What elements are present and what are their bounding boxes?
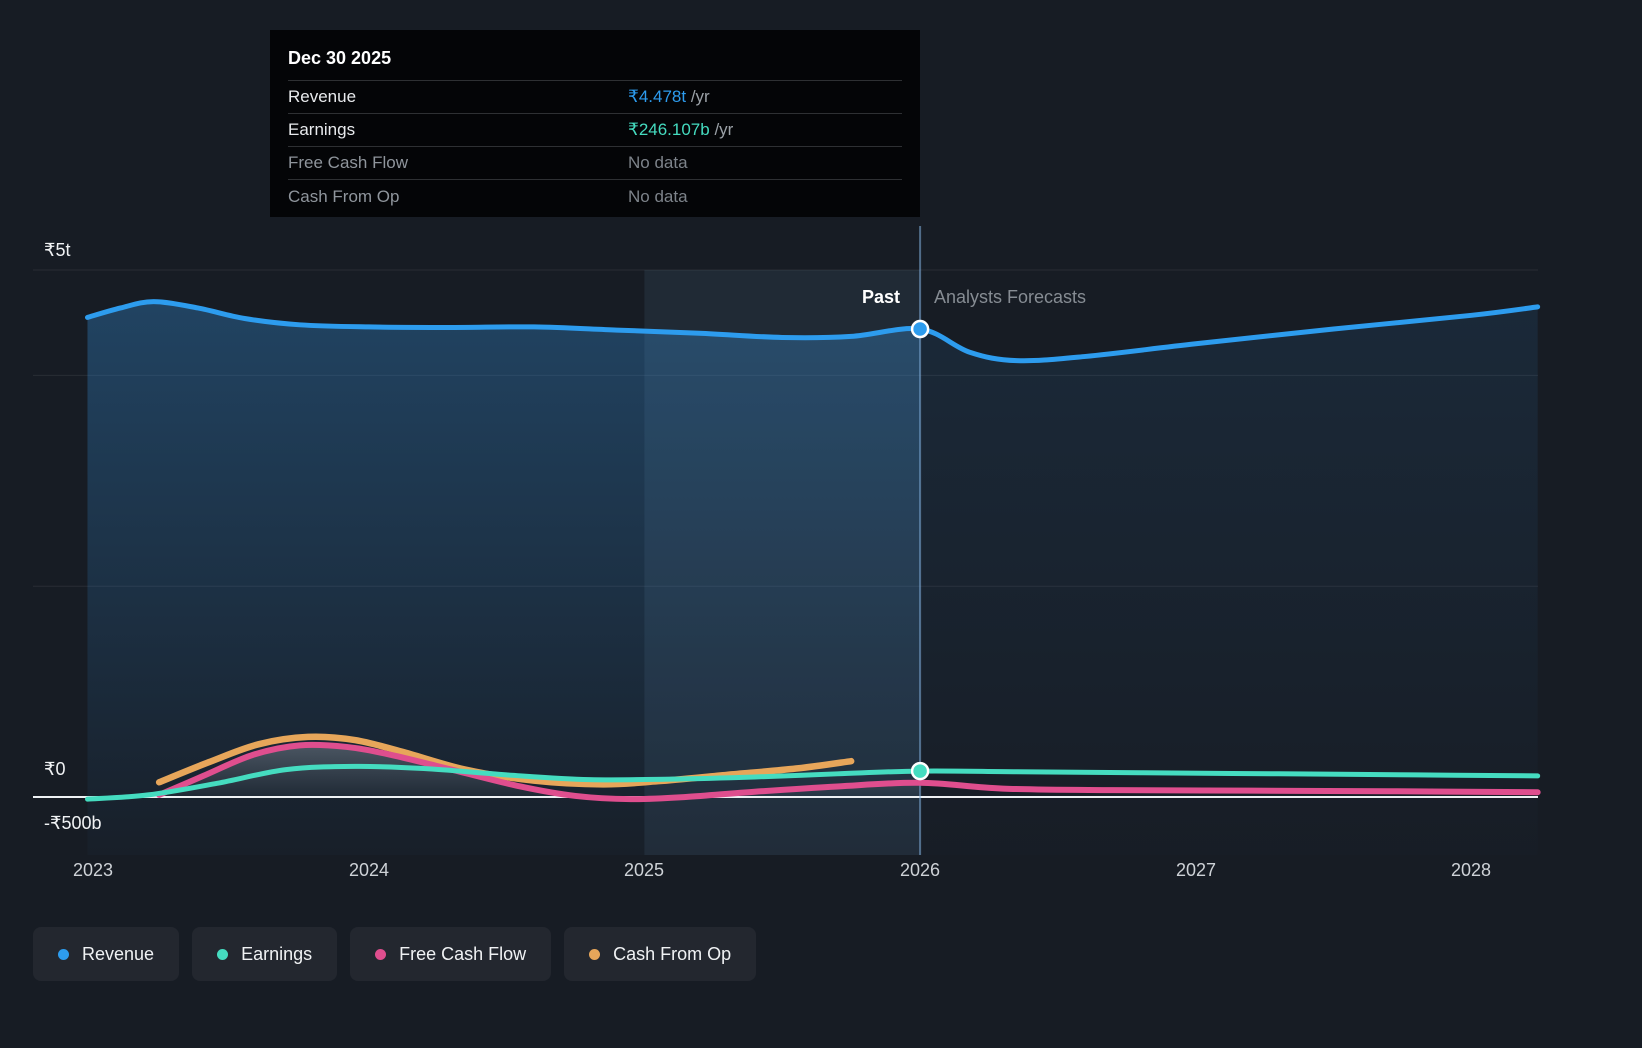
legend-earnings-button[interactable]: Earnings bbox=[192, 927, 338, 981]
legend-revenue-button[interactable]: Revenue bbox=[33, 927, 180, 981]
tooltip-row-revenue: Revenue ₹4.478t /yr bbox=[288, 81, 902, 114]
tooltip-value-earnings: ₹246.107b /yr bbox=[628, 120, 734, 139]
tooltip-date: Dec 30 2025 bbox=[288, 40, 902, 81]
earnings-dot-icon bbox=[217, 948, 229, 960]
legend-free-cash-flow-label: Free Cash Flow bbox=[399, 943, 527, 964]
x-axis-label-2023: 2023 bbox=[72, 860, 114, 880]
chart-legend: Revenue Earnings Free Cash Flow Cash Fro… bbox=[33, 927, 757, 981]
legend-free-cash-flow-button[interactable]: Free Cash Flow bbox=[350, 927, 552, 981]
y-axis-label-zero: ₹0 bbox=[44, 759, 66, 779]
tooltip-label-cash-from-op: Cash From Op bbox=[288, 186, 400, 206]
x-axis-label-2025: 2025 bbox=[623, 860, 665, 880]
legend-earnings-label: Earnings bbox=[241, 943, 313, 964]
legend-cash-from-op-button[interactable]: Cash From Op bbox=[564, 927, 757, 981]
revenue-dot-icon bbox=[58, 948, 69, 960]
tooltip-row-cash-from-op: Cash From Op No data bbox=[288, 180, 902, 213]
x-axis-label-2024: 2024 bbox=[348, 860, 390, 880]
cash-from-op-dot-icon bbox=[589, 948, 601, 960]
tooltip-label-earnings: Earnings bbox=[288, 120, 356, 139]
tooltip-value-cash-from-op: No data bbox=[628, 186, 688, 206]
tooltip-row-free-cash-flow: Free Cash Flow No data bbox=[288, 147, 902, 180]
legend-revenue-label: Revenue bbox=[82, 943, 155, 964]
tooltip-value-revenue: ₹4.478t /yr bbox=[628, 87, 710, 106]
tooltip-row-earnings: Earnings ₹246.107b /yr bbox=[288, 114, 902, 147]
y-axis-label-5t: ₹5t bbox=[44, 240, 71, 260]
x-axis-label-2027: 2027 bbox=[1175, 860, 1217, 880]
legend-cash-from-op-label: Cash From Op bbox=[613, 943, 732, 964]
tooltip-value-free-cash-flow: No data bbox=[628, 153, 688, 172]
y-axis-label-neg500b: -₹500b bbox=[44, 813, 102, 833]
chart-tooltip: Dec 30 2025 Revenue ₹4.478t /yr Earnings… bbox=[270, 30, 920, 217]
forecast-section-label: Analysts Forecasts bbox=[934, 287, 1087, 307]
x-axis-label-2026: 2026 bbox=[899, 860, 941, 880]
free-cash-flow-dot-icon bbox=[375, 948, 387, 960]
x-axis-label-2028: 2028 bbox=[1450, 860, 1492, 880]
past-section-label: Past bbox=[861, 287, 900, 307]
tooltip-label-revenue: Revenue bbox=[288, 87, 357, 106]
tooltip-label-free-cash-flow: Free Cash Flow bbox=[288, 153, 408, 172]
